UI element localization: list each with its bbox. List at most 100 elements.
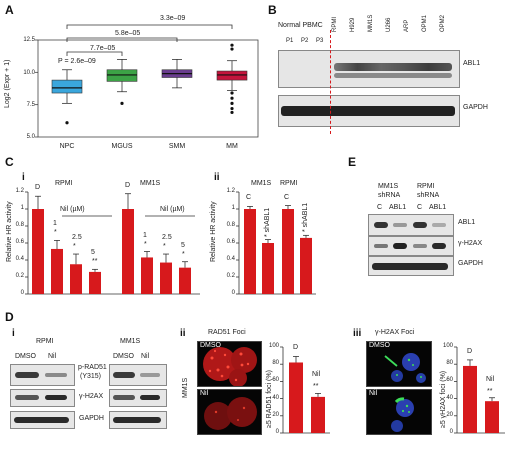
pvalue-smm: 5.8e–05 xyxy=(115,30,141,37)
cii-cell-mm1s: MM1S xyxy=(251,180,272,187)
e-shrna-1: shRNA xyxy=(378,192,401,199)
cii-ytick-4: 0.4 xyxy=(226,256,235,262)
ci-star-4: * xyxy=(163,243,166,251)
cii-bar-3 xyxy=(300,237,312,294)
di-lane-nil-1: Nil xyxy=(48,353,57,360)
ci-nil-label-2: Nil (µM) xyxy=(160,206,185,213)
ci-bar-7 xyxy=(179,267,191,294)
di-h2ax-band-4 xyxy=(140,395,160,400)
panel-label-e: E xyxy=(348,155,357,169)
di-h2ax-blot-mm1s xyxy=(109,389,167,407)
e-gapdh-band xyxy=(372,263,448,270)
ci-dose-1: 2.5 xyxy=(72,234,82,242)
diii-nil-cells xyxy=(391,397,414,432)
pvalue-mgus: 7.7e–05 xyxy=(90,45,116,52)
ci-cell-mm1s: MM1S xyxy=(140,180,161,187)
cii-ytick-2: 0.8 xyxy=(226,222,235,228)
e-cell-mm1s: MM1S xyxy=(378,183,399,190)
a-outlier-8 xyxy=(230,43,234,47)
b-lane-labels: P1 P2 P3 xyxy=(278,30,520,60)
cii-ytick-5: 0.2 xyxy=(226,273,235,279)
e-h2ax-band-1 xyxy=(374,244,388,248)
ci-bar-4 xyxy=(122,209,134,294)
panel-label-di: i xyxy=(12,328,15,339)
di-y315-label: (Y315) xyxy=(80,373,102,380)
ci-dose-5: 5 xyxy=(181,241,185,249)
a-outlier-3 xyxy=(230,101,234,105)
diii-dmso-label: DMSO xyxy=(369,342,390,349)
ci-ytick-1: 1 xyxy=(20,205,24,211)
ci-star-5: * xyxy=(182,250,185,258)
cii-bar-1 xyxy=(262,243,274,294)
b-gapdh-label: GAPDH xyxy=(463,104,488,111)
a-box-mgus xyxy=(106,69,138,82)
lane-p3: P3 xyxy=(316,38,324,44)
ci-bar-0 xyxy=(32,209,44,294)
diii-ytick-0: 100 xyxy=(442,343,453,349)
di-rad51-blot-mm1s xyxy=(109,364,167,386)
cii-ytick-1: 1 xyxy=(231,205,235,211)
dii-nil-cells xyxy=(204,397,257,430)
pvalue-npc: P = 2.6e–09 xyxy=(58,58,96,65)
panel-label-dii: ii xyxy=(180,328,186,339)
diii-ytick-4: 20 xyxy=(446,411,453,418)
a-bracket-mgus xyxy=(66,51,123,56)
a-box-mm xyxy=(216,70,248,81)
normal-pbmc-label: Normal PBMC xyxy=(278,22,323,29)
a-box-npc xyxy=(51,79,83,94)
ci-ytick-3: 0.6 xyxy=(15,239,24,245)
group-mm: MM xyxy=(226,143,238,150)
cii-bar-2 xyxy=(282,209,294,294)
e-shrna-2: shRNA xyxy=(417,192,440,199)
group-npc: NPC xyxy=(59,143,75,150)
cii-cell-rpmi: RPMI xyxy=(280,180,298,187)
dii-title: RAD51 Foci xyxy=(208,329,246,336)
e-gapdh-label: GAPDH xyxy=(458,260,483,267)
e-cell-rpmi: RPMI xyxy=(417,183,435,190)
di-rad51-band-2 xyxy=(45,373,67,377)
e-h2ax-blot xyxy=(368,236,454,256)
a-outlier-4 xyxy=(230,106,234,111)
ci-ytick-2: 0.8 xyxy=(15,222,24,228)
dii-bar-1 xyxy=(311,396,325,433)
diii-letter-d: D xyxy=(467,347,473,355)
ci-ytick-5: 0.2 xyxy=(15,273,24,279)
di-prad51-label: p-RAD51 xyxy=(78,364,107,371)
cii-letter-c-2: C xyxy=(284,193,290,201)
diii-nil-label: Nil xyxy=(369,390,378,397)
di-gapdh-band-rpmi xyxy=(14,417,69,423)
ci-ytick-4: 0.4 xyxy=(15,256,24,262)
cii-letter-c-1: C xyxy=(246,194,252,202)
di-h2ax-band-1 xyxy=(15,395,39,400)
dii-dmso-label: DMSO xyxy=(200,342,221,349)
di-lane-dmso-1: DMSO xyxy=(15,353,36,360)
di-rad51-band-3 xyxy=(113,372,135,378)
a-outlier-0 xyxy=(65,121,69,125)
group-mgus: MGUS xyxy=(111,143,133,150)
dii-bar-0 xyxy=(289,362,303,433)
ci-star-2: ** xyxy=(92,258,98,266)
ci-bar-6 xyxy=(160,262,172,294)
dii-nil: Nil xyxy=(312,371,321,379)
di-h2ax-label: γ-H2AX xyxy=(79,393,104,400)
b-abl1-label: ABL1 xyxy=(463,60,481,67)
di-h2ax-band-2 xyxy=(45,395,67,400)
ci-bar-5 xyxy=(141,257,153,294)
a-tick-5: 5.0 xyxy=(26,134,35,140)
panel-label-cii: ii xyxy=(214,172,220,183)
cii-bar-0 xyxy=(244,209,256,294)
a-outlier-6 xyxy=(230,91,234,95)
a-bracket-smm xyxy=(66,37,178,42)
group-smm: SMM xyxy=(168,143,186,150)
dii-ytick-3: 40 xyxy=(272,394,279,401)
panel-a-boxplot xyxy=(35,24,259,138)
panel-label-d: D xyxy=(5,310,14,324)
a-bracket-mm xyxy=(66,24,233,29)
e-lane-c-1: C xyxy=(377,204,383,211)
dii-dmso-cells xyxy=(203,347,257,386)
lane-p2: P2 xyxy=(301,38,309,44)
di-rad51-blot-rpmi xyxy=(10,364,75,386)
diii-dmso-image xyxy=(366,341,432,387)
a-tick-10: 10.0 xyxy=(23,70,35,76)
